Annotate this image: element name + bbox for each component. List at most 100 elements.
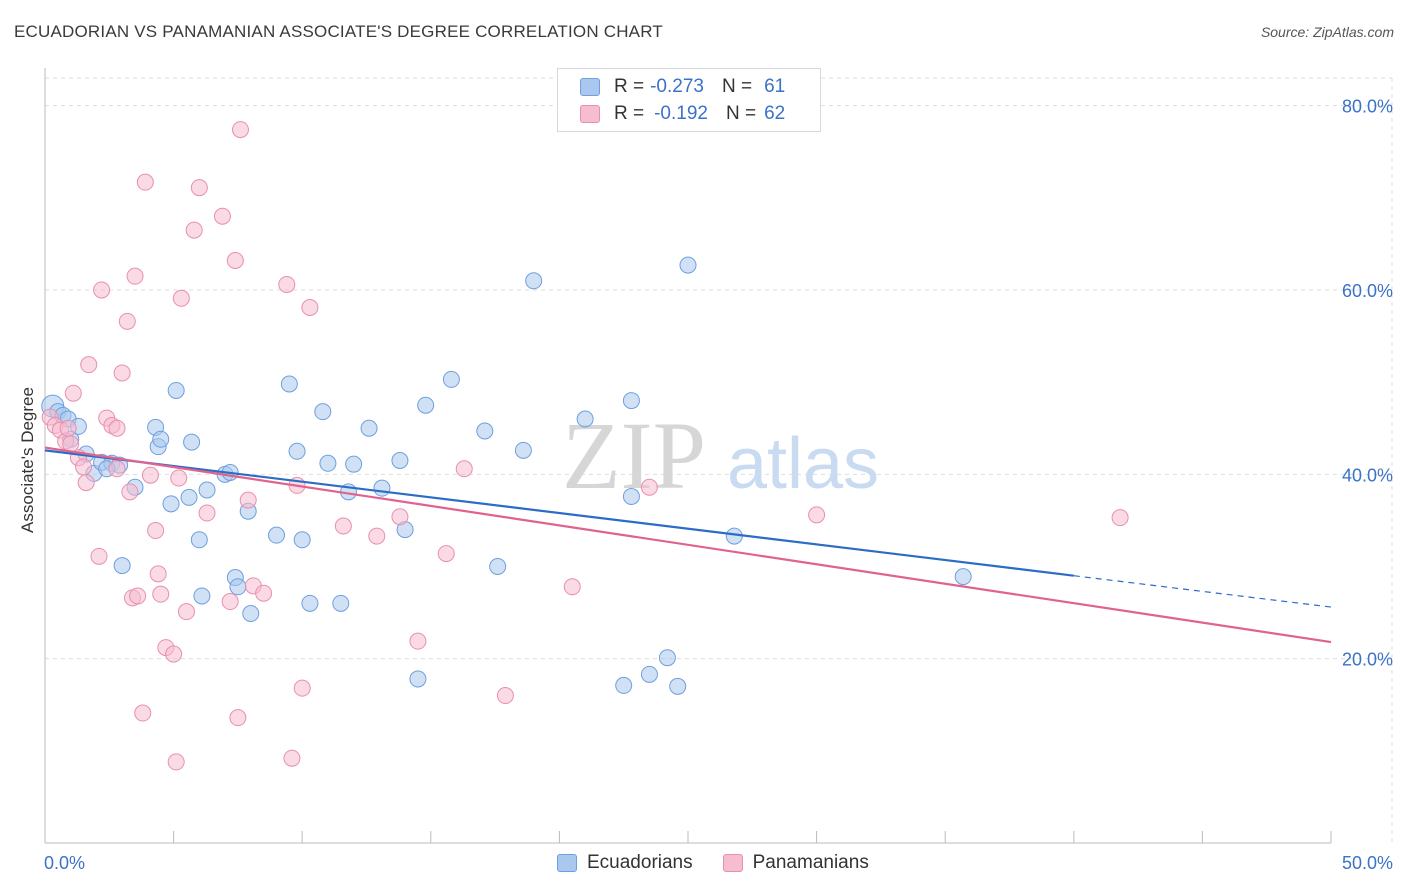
panamanian-point bbox=[278, 275, 296, 293]
ecuadorian-point bbox=[360, 419, 378, 437]
ecuadorian-point bbox=[288, 442, 306, 460]
ecuadorian-point bbox=[442, 370, 460, 388]
source-label: Source: ZipAtlas.com bbox=[1260, 24, 1394, 40]
legend-swatch-pink bbox=[580, 105, 600, 123]
panamanian-point bbox=[455, 460, 473, 478]
legend-swatch-blue bbox=[580, 78, 600, 96]
panamanian-point bbox=[226, 251, 244, 269]
panamanian-point bbox=[185, 221, 203, 239]
r-label: R = bbox=[614, 103, 645, 124]
ecuadorian-point bbox=[622, 487, 640, 505]
ecuadorian-point bbox=[658, 649, 676, 667]
legend-label-panamanians: Panamanians bbox=[752, 852, 869, 873]
panamanian-point bbox=[368, 527, 386, 545]
ecuadorian-point bbox=[576, 410, 594, 428]
ecuadorian-point bbox=[198, 481, 216, 499]
ecuadorian-point bbox=[229, 578, 247, 596]
ecuadorian-point bbox=[319, 454, 337, 472]
y-axis-label: Associate's Degree bbox=[18, 387, 37, 533]
n-value: 62 bbox=[764, 103, 786, 124]
panamanian-point bbox=[283, 749, 301, 767]
panamanian-point bbox=[808, 506, 826, 524]
panamanian-point bbox=[563, 578, 581, 596]
legend-swatch-pink bbox=[722, 854, 743, 872]
y-tick-label: 20.0% bbox=[1342, 650, 1393, 670]
panamanian-point bbox=[293, 679, 311, 697]
y-tick-label: 60.0% bbox=[1342, 281, 1393, 301]
panamanian-point bbox=[198, 504, 216, 522]
ecuadorian-point bbox=[314, 403, 332, 421]
r-label: R = bbox=[614, 76, 645, 97]
ecuadorian-point bbox=[489, 557, 507, 575]
ecuadorian-point bbox=[954, 568, 972, 586]
panamanian-point bbox=[190, 179, 208, 197]
panamanian-point bbox=[301, 299, 319, 316]
y-tick-label: 40.0% bbox=[1342, 465, 1393, 485]
ecuadorian-point bbox=[476, 422, 494, 440]
ecuadorian-point bbox=[167, 381, 185, 399]
panamanian-point bbox=[213, 207, 231, 225]
panamanian-point bbox=[75, 458, 93, 476]
panamanian-point bbox=[129, 587, 147, 605]
ecuadorian-point bbox=[301, 594, 319, 612]
watermark: ZIP atlas bbox=[562, 402, 879, 509]
panamanian-point bbox=[231, 121, 249, 139]
ecuadorian-point bbox=[525, 272, 543, 290]
trend-lines bbox=[44, 446, 1332, 644]
legend-item-ecuadorians: Ecuadorians bbox=[557, 852, 693, 874]
panamanian-point bbox=[496, 687, 514, 705]
ecuadorian-point bbox=[332, 594, 350, 612]
panamanian-point bbox=[221, 593, 239, 611]
x-tick-label: 0.0% bbox=[44, 853, 85, 873]
panamanian-point bbox=[167, 753, 185, 771]
tick-labels: 20.0% 40.0% 60.0% 80.0% 0.0% 50.0% bbox=[44, 97, 1393, 873]
panamanian-point bbox=[239, 491, 257, 509]
panamanian-point bbox=[437, 545, 455, 563]
ecuadorian-point bbox=[267, 526, 285, 544]
ecuadorian-point bbox=[345, 455, 363, 473]
ecuadorian-point bbox=[391, 452, 409, 469]
panamanian-point bbox=[64, 384, 82, 402]
ecuadorian-point bbox=[193, 587, 211, 605]
panamanian-point bbox=[334, 517, 352, 535]
r-value: -0.192 bbox=[654, 103, 708, 124]
ecuadorian-point bbox=[162, 495, 180, 513]
n-label: N = bbox=[725, 103, 757, 124]
panamanian-point bbox=[170, 469, 188, 487]
panamanian-point bbox=[141, 466, 159, 484]
panamanian-point bbox=[108, 419, 126, 437]
grid-lines bbox=[45, 77, 1393, 843]
ecuadorian-point bbox=[669, 677, 687, 695]
y-tick-label: 80.0% bbox=[1342, 97, 1393, 117]
panamanian-point bbox=[147, 522, 165, 540]
legend-swatch-blue bbox=[557, 854, 577, 872]
panamanian-point bbox=[136, 173, 154, 191]
ecuadorian-point bbox=[180, 488, 198, 506]
panamanian-point bbox=[121, 483, 139, 501]
panamanian-point bbox=[229, 709, 247, 727]
panamanian-point bbox=[1111, 509, 1129, 527]
ecuadorian-point bbox=[640, 665, 658, 683]
chart-title: ECUADORIAN VS PANAMANIAN ASSOCIATE'S DEG… bbox=[14, 22, 663, 41]
watermark-atlas: atlas bbox=[727, 424, 879, 504]
panamanian-point bbox=[108, 460, 126, 478]
axes bbox=[44, 68, 1332, 844]
stats-legend: R = -0.273 N = 61 R = -0.192 N = 62 bbox=[557, 68, 821, 132]
legend-row-ecuadorians: R = -0.273 N = 61 bbox=[580, 75, 785, 99]
series-panamanians bbox=[41, 121, 1129, 771]
legend-row-panamanians: R = -0.192 N = 62 bbox=[580, 102, 785, 126]
ecuadorian-point bbox=[409, 670, 427, 688]
ecuadorian-point bbox=[293, 531, 311, 549]
panamanian-point bbox=[165, 645, 183, 663]
panamanian-point bbox=[177, 603, 195, 621]
legend-item-panamanians: Panamanians bbox=[722, 852, 869, 874]
ecuadorian-point bbox=[183, 433, 201, 451]
panamanian-point bbox=[172, 289, 190, 307]
panamanian-point bbox=[80, 356, 98, 374]
ecuadorian-point bbox=[280, 375, 298, 393]
panamanian-point bbox=[149, 565, 167, 583]
panamanian-point bbox=[93, 281, 111, 299]
panamanian-point bbox=[113, 364, 131, 382]
panamanian-point bbox=[640, 478, 658, 496]
